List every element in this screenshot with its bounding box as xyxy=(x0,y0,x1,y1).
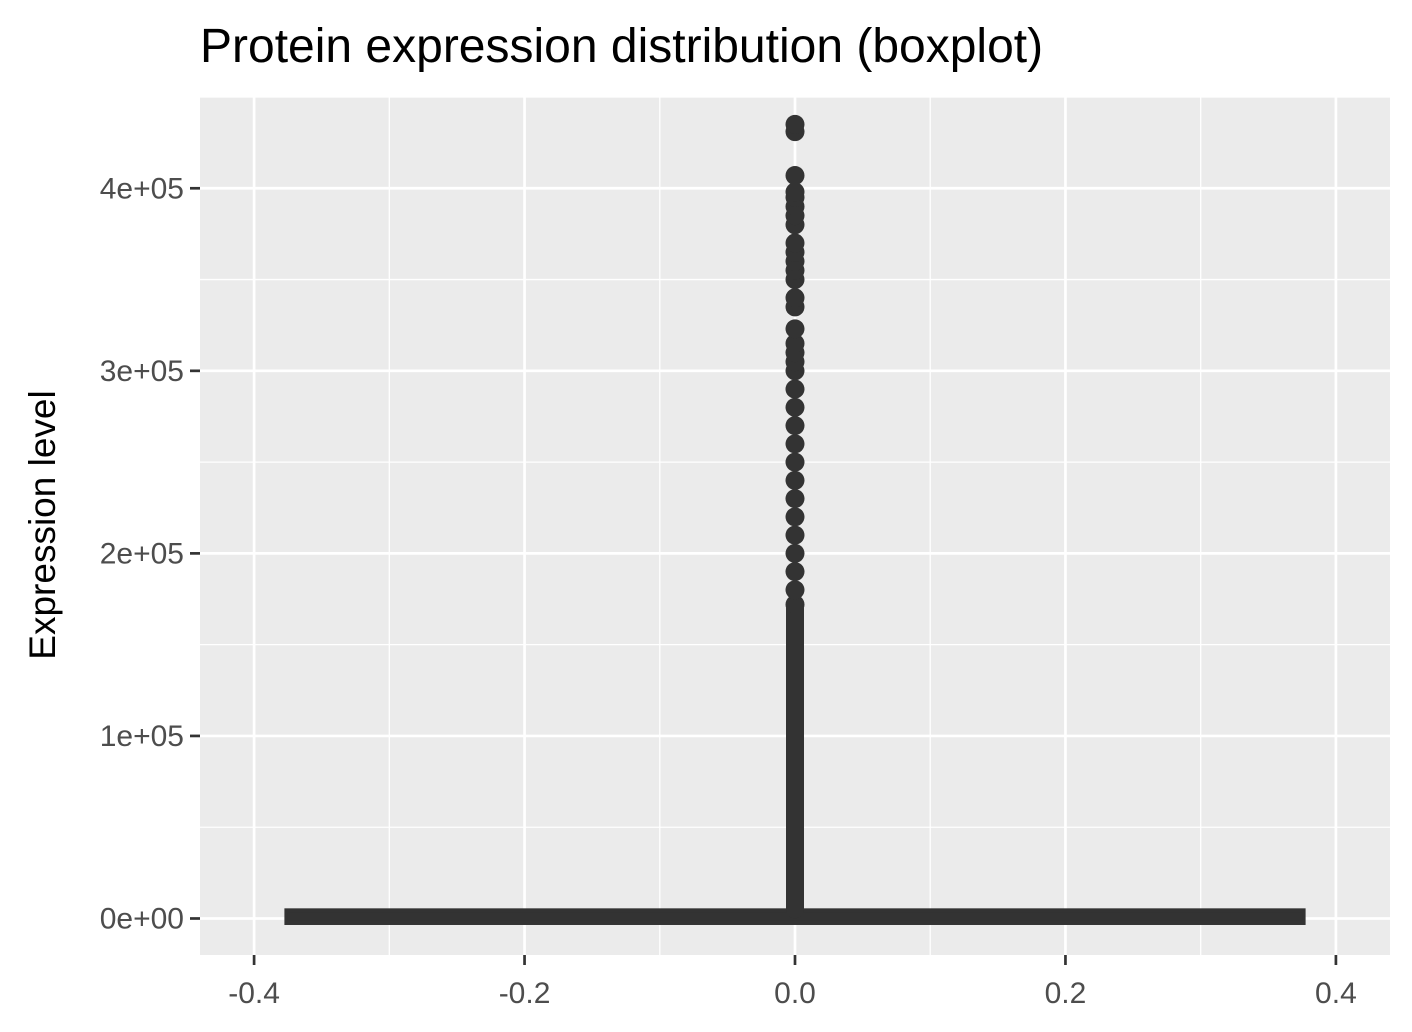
outlier-point xyxy=(785,525,805,545)
y-tick-label: 1e+05 xyxy=(100,720,184,753)
axes: 0e+00 1e+05 2e+05 3e+05 4e+05 -0.4 -0.2 0.0 0.2 0… xyxy=(100,172,1357,1010)
x-tick-label: 0.2 xyxy=(1045,977,1087,1010)
outlier-point xyxy=(785,114,805,134)
outlier-point xyxy=(785,182,805,202)
x-tick-label: 0.4 xyxy=(1315,977,1357,1010)
x-tick-label: 0.0 xyxy=(774,977,816,1010)
outlier-point xyxy=(785,470,805,490)
y-axis-title: Expression level xyxy=(22,390,63,659)
x-tick-label: -0.4 xyxy=(228,977,280,1010)
outlier-point xyxy=(785,288,805,308)
outlier-point xyxy=(785,594,805,614)
outlier-point xyxy=(785,452,805,472)
outlier-point xyxy=(785,319,805,339)
outlier-point xyxy=(785,543,805,563)
outlier-point xyxy=(785,379,805,399)
outlier-point xyxy=(785,507,805,527)
outlier-point xyxy=(785,333,805,353)
outlier-point xyxy=(785,489,805,509)
y-tick-label: 2e+05 xyxy=(100,537,184,570)
outlier-point xyxy=(785,233,805,253)
boxplot-marks xyxy=(284,114,1306,925)
y-tick-label: 4e+05 xyxy=(100,172,184,205)
y-tick-label: 0e+00 xyxy=(100,902,184,935)
outlier-point xyxy=(785,416,805,436)
outlier-point xyxy=(785,580,805,600)
outlier-point xyxy=(785,434,805,454)
outlier-point xyxy=(785,562,805,582)
outlier-point xyxy=(785,397,805,417)
chart-title: Protein expression distribution (boxplot… xyxy=(200,20,1043,73)
x-tick-label: -0.2 xyxy=(499,977,551,1010)
y-tick-label: 3e+05 xyxy=(100,355,184,388)
outlier-point xyxy=(785,165,805,185)
